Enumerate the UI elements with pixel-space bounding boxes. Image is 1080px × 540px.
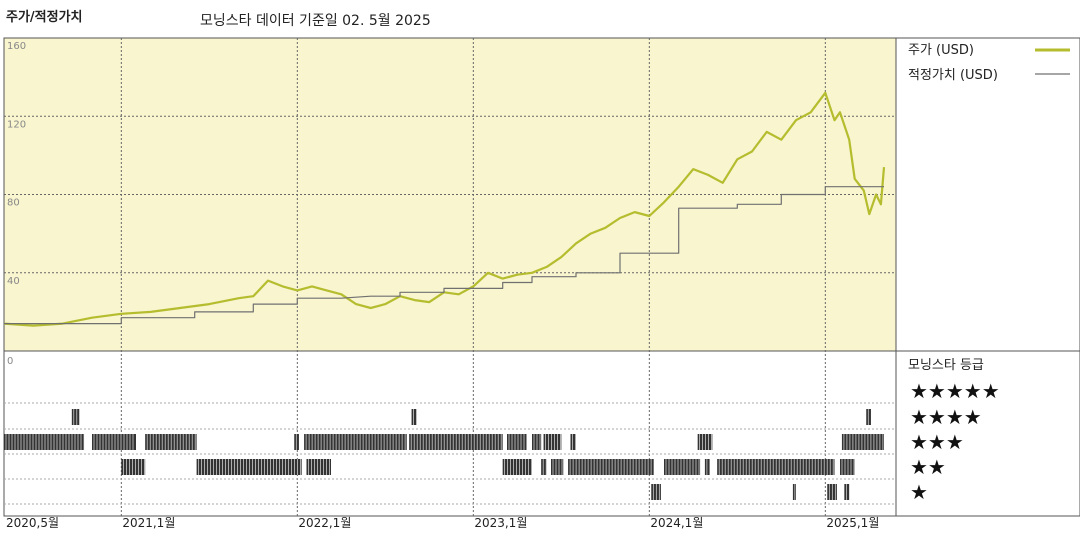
rating-period-bar: [570, 434, 576, 450]
rating-period-bar: [543, 434, 562, 450]
chart-frame: [3, 37, 1080, 517]
price-series-line: [3, 91, 886, 327]
legend-price-label: 주가 (USD): [908, 43, 974, 58]
rating-period-bar: [71, 409, 80, 425]
grid-lines: [4, 38, 896, 516]
rating-period-bar: [866, 409, 872, 425]
rating-period-bar: [664, 459, 701, 475]
rating-period-bar: [507, 434, 527, 450]
x-tick-label: 2024,1월: [650, 516, 703, 530]
x-tick-label: 2022,1월: [298, 516, 351, 530]
rating-period-bar: [841, 434, 884, 450]
y-tick-label: 160: [7, 41, 26, 52]
rating-period-bar: [532, 434, 542, 450]
data-date-subtitle: 모닝스타 데이터 기준일 02. 5월 2025: [200, 13, 431, 29]
x-tick-label: 2021,1월: [122, 516, 175, 530]
y-tick-label: 40: [7, 276, 20, 287]
chart-title: 주가/적정가치: [6, 10, 83, 25]
star-rating-2: ★★: [910, 455, 946, 479]
rating-period-bar: [568, 459, 654, 475]
rating-period-bar: [92, 434, 136, 450]
rating-period-bar: [502, 459, 532, 475]
x-tick-label: 2025,1월: [826, 516, 879, 530]
y-tick-label: 80: [7, 198, 20, 209]
star-rating-1: ★: [910, 480, 928, 504]
rating-period-bar: [704, 459, 710, 475]
fair-value-series-line: [4, 186, 884, 325]
y-tick-label: 120: [7, 119, 26, 130]
lower-tick-label: 0: [7, 356, 13, 367]
rating-legend-title: 모닝스타 등급: [908, 358, 984, 373]
star-rating-legend: ★★★★★★★★★★★★★★★: [910, 379, 1000, 504]
rating-period-bar: [541, 459, 547, 475]
rating-period-bar: [792, 484, 796, 500]
x-axis-labels: 2020,5월 2021,1월 2022,1월 2023,1월 2024,1월 2025,…: [6, 516, 879, 530]
y-axis-ticks: 160 120 80 40 0: [7, 41, 26, 367]
legend-fair-value-label: 적정가치 (USD): [908, 68, 998, 83]
rating-period-bar: [717, 459, 835, 475]
x-tick-label: 2023,1월: [474, 516, 527, 530]
star-rating-3: ★★★: [910, 430, 964, 454]
rating-period-bar: [551, 459, 564, 475]
x-tick-label: 2020,5월: [6, 516, 59, 530]
rating-period-bar: [844, 484, 850, 500]
rating-period-bar: [196, 459, 302, 475]
rating-period-bar: [411, 409, 417, 425]
star-rating-5: ★★★★★: [910, 379, 1000, 403]
star-rating-4: ★★★★: [910, 405, 982, 429]
rating-period-bar: [121, 459, 146, 475]
rating-period-bar: [304, 434, 407, 450]
rating-history: [4, 402, 896, 505]
series-lines: [3, 91, 886, 327]
rating-period-bar: [306, 459, 332, 475]
rating-period-bar: [294, 434, 300, 450]
